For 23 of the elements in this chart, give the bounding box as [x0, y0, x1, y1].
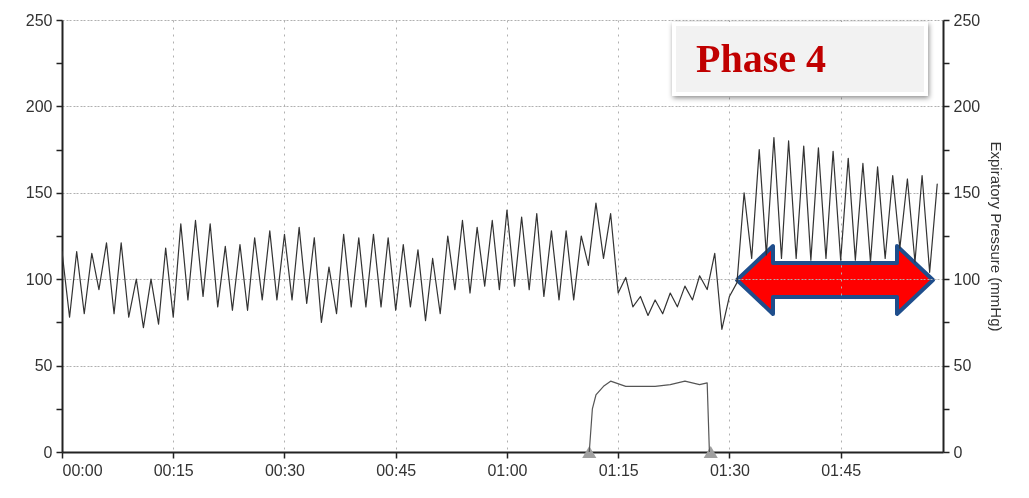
x-tick-label: 01:00 [487, 461, 528, 479]
x-tick-label: 00:30 [264, 461, 306, 479]
y2-tick-label: 100 [953, 270, 981, 288]
y2-tick-label: 0 [953, 443, 963, 461]
y2-tick-label: 50 [953, 357, 972, 375]
x-tick-label: 00:15 [153, 461, 194, 479]
y-tick-label: 50 [34, 357, 53, 375]
y-tick-label: 150 [25, 184, 53, 202]
y2-axis-title: Expiratory Pressure (mmHg) [988, 141, 1006, 332]
x-tick-label: 00:45 [376, 461, 417, 479]
y2-tick-label: 250 [953, 11, 981, 29]
y-tick-label: 200 [25, 97, 53, 115]
x-tick-label: 01:30 [709, 461, 751, 479]
y-tick-label: 250 [25, 11, 53, 29]
y-tick-label: 0 [43, 443, 53, 461]
y-tick-label: 100 [25, 270, 53, 288]
x-tick-label: 00:00 [62, 461, 103, 479]
y2-tick-label: 150 [953, 184, 981, 202]
x-tick-label: 01:15 [598, 461, 639, 479]
x-tick-label: 01:45 [821, 461, 862, 479]
line-series [62, 136, 938, 330]
annotation: Phase 4 [672, 22, 928, 96]
y2-tick-label: 200 [953, 97, 981, 115]
